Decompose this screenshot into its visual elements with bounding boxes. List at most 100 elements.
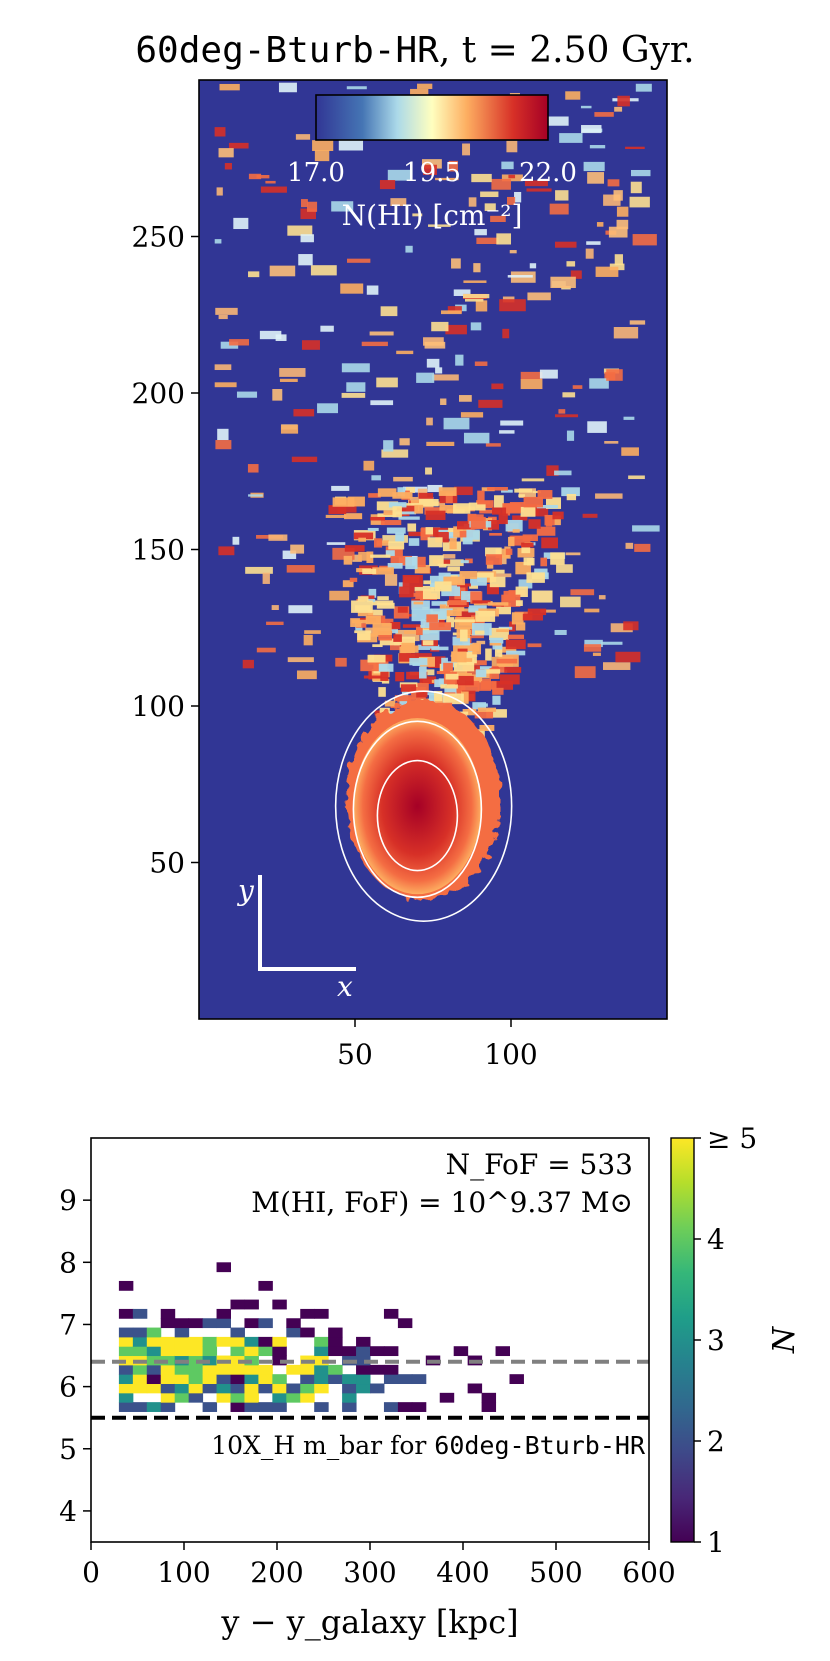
heatmap-cell — [216, 1318, 231, 1329]
hi-tail-clump — [536, 526, 556, 536]
hi-tail-clump — [522, 613, 543, 621]
hi-tail-clump — [496, 658, 518, 664]
heatmap-cell — [132, 1308, 148, 1319]
hi-tail-clump — [506, 650, 526, 656]
hi-tail-clump — [496, 646, 517, 653]
hi-clump — [501, 161, 514, 170]
hi-clump — [554, 470, 572, 476]
bottom-ytick-label: 6 — [59, 1371, 77, 1404]
heatmap-cell — [397, 1374, 413, 1385]
hi-clump — [405, 245, 413, 253]
heatmap-cell — [160, 1383, 176, 1394]
heatmap-cell — [118, 1355, 134, 1366]
top-title: 60deg-Bturb-HR, t = 2.50 Gyr. — [135, 30, 694, 71]
hi-clump — [468, 197, 477, 207]
hi-clump — [451, 258, 461, 269]
hi-clump — [518, 579, 533, 589]
hi-clump — [229, 339, 250, 346]
heatmap-cell — [453, 1346, 469, 1357]
hi-clump — [549, 203, 569, 215]
hi-clump — [478, 399, 503, 408]
hi-tail-clump — [395, 532, 405, 543]
hi-tail-clump — [423, 580, 431, 585]
hi-tail-clump — [349, 577, 358, 582]
hi-tail-clump — [354, 630, 372, 634]
hi-tail-clump — [376, 501, 399, 511]
top-ytick-label: 50 — [149, 847, 185, 880]
top-colorbar-tick-1: 19.5 — [403, 158, 461, 188]
hi-tail-clump — [328, 505, 347, 515]
heatmap-cell — [314, 1383, 329, 1394]
hi-clump — [529, 263, 537, 269]
hi-clump — [616, 219, 629, 230]
heatmap-cell — [188, 1392, 204, 1403]
hi-tail-clump — [372, 623, 392, 636]
hi-tail-clump — [451, 651, 467, 663]
hi-tail-clump — [512, 515, 528, 521]
heatmap-cell — [286, 1392, 301, 1403]
heatmap-cell — [146, 1383, 162, 1394]
hi-tail-clump — [459, 531, 473, 538]
bottom-ytick-label: 7 — [59, 1308, 77, 1341]
hi-clump — [320, 325, 334, 332]
heatmap-cell — [160, 1308, 176, 1319]
hi-tail-clump — [429, 622, 452, 631]
heatmap-cell — [244, 1374, 259, 1385]
hi-clump — [248, 494, 263, 497]
hi-tail-clump — [431, 646, 449, 651]
hi-clump — [215, 307, 238, 315]
hi-tail-clump — [553, 515, 561, 526]
hi-clump — [440, 398, 447, 405]
hi-tail-clump — [453, 503, 471, 514]
hi-clump — [442, 554, 456, 559]
top-ytick-label: 150 — [132, 534, 185, 567]
heatmap-cell — [300, 1374, 315, 1385]
hi-clump — [491, 178, 511, 190]
hi-tail-clump — [357, 632, 371, 641]
axis-indicator: y x — [236, 874, 356, 1003]
hi-clump — [555, 190, 569, 201]
hi-clump — [384, 574, 398, 586]
hi-tail-clump — [399, 653, 419, 662]
hi-clump — [312, 140, 334, 152]
hi-clump — [427, 484, 443, 493]
hi-clump — [589, 145, 606, 149]
hi-clump — [218, 546, 235, 556]
hi-clump — [435, 367, 443, 374]
heatmap-cell — [202, 1364, 218, 1375]
hi-clump — [248, 173, 262, 180]
hi-tail-clump — [347, 496, 365, 507]
hi-tail-clump — [443, 576, 465, 586]
hi-tail-clump — [390, 555, 413, 566]
heatmap-cell — [146, 1327, 162, 1338]
hi-clump — [262, 572, 270, 584]
hi-clump — [332, 547, 355, 560]
hi-clump — [550, 276, 576, 288]
hi-tail-clump — [511, 612, 524, 625]
hi-clump — [219, 83, 240, 91]
hi-clump — [217, 428, 229, 441]
hi-tail-clump — [390, 621, 401, 630]
hi-clump — [216, 187, 223, 196]
hi-tail-clump — [386, 527, 406, 534]
hi-clump — [346, 86, 367, 90]
hi-tail-clump — [491, 680, 514, 690]
hi-tail-clump — [416, 556, 426, 568]
hi-clump — [514, 191, 522, 203]
hi-clump — [215, 440, 232, 450]
hi-tail-clump — [344, 545, 365, 552]
hi-clump — [214, 382, 237, 388]
hi-clump — [337, 500, 357, 513]
heatmap-cell — [300, 1383, 315, 1394]
hi-contour — [334, 690, 513, 922]
hi-clump — [271, 605, 279, 611]
hi-clump — [426, 358, 440, 368]
hi-tail-clump — [425, 510, 446, 520]
hi-clump — [604, 441, 619, 444]
bottom-xtick-label: 500 — [529, 1556, 582, 1589]
heatmap-cell — [202, 1374, 218, 1385]
heatmap-cell — [314, 1374, 329, 1385]
heatmap-cell — [132, 1374, 148, 1385]
hi-clump — [402, 486, 428, 493]
top-xtick-label: 50 — [337, 1038, 373, 1071]
